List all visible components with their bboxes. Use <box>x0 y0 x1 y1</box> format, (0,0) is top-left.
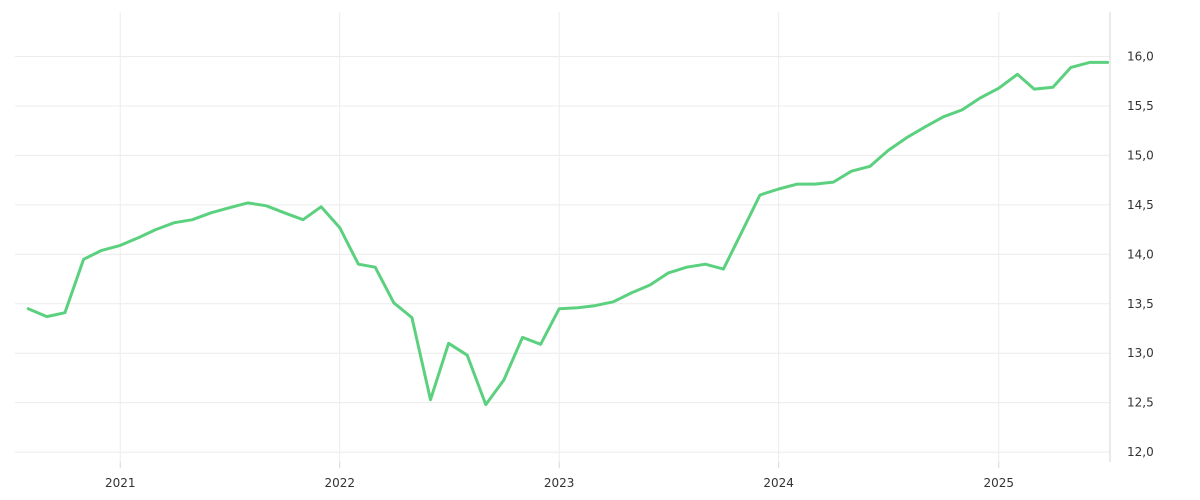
x-tick-label: 2021 <box>105 476 136 490</box>
horizontal-gridlines <box>15 56 1110 453</box>
vertical-gridlines <box>119 12 1000 462</box>
x-tick-label: 2025 <box>983 476 1014 490</box>
y-tick-label: 15,5 <box>1127 99 1154 113</box>
y-tick-label: 13,5 <box>1127 297 1154 311</box>
y-tick-label: 12,5 <box>1127 396 1154 410</box>
x-tick-labels: 2021 2022 2023 2024 2025 <box>105 476 1014 490</box>
y-tick-label: 13,0 <box>1127 346 1154 360</box>
y-tick-label: 16,0 <box>1127 50 1154 64</box>
y-tick-label: 12,0 <box>1127 445 1154 459</box>
y-tick-label: 14,5 <box>1127 198 1154 212</box>
series-line <box>26 60 1110 407</box>
y-tick-labels: 12,0 12,5 13,0 13,5 14,0 14,5 15,0 15,5 16,0 <box>1127 50 1154 460</box>
y-tick-label: 15,0 <box>1127 148 1154 162</box>
y-tick-label: 14,0 <box>1127 247 1154 261</box>
x-tick-label: 2022 <box>324 476 355 490</box>
x-tick-marks <box>119 462 1000 468</box>
x-tick-label: 2024 <box>763 476 794 490</box>
x-tick-label: 2023 <box>544 476 575 490</box>
